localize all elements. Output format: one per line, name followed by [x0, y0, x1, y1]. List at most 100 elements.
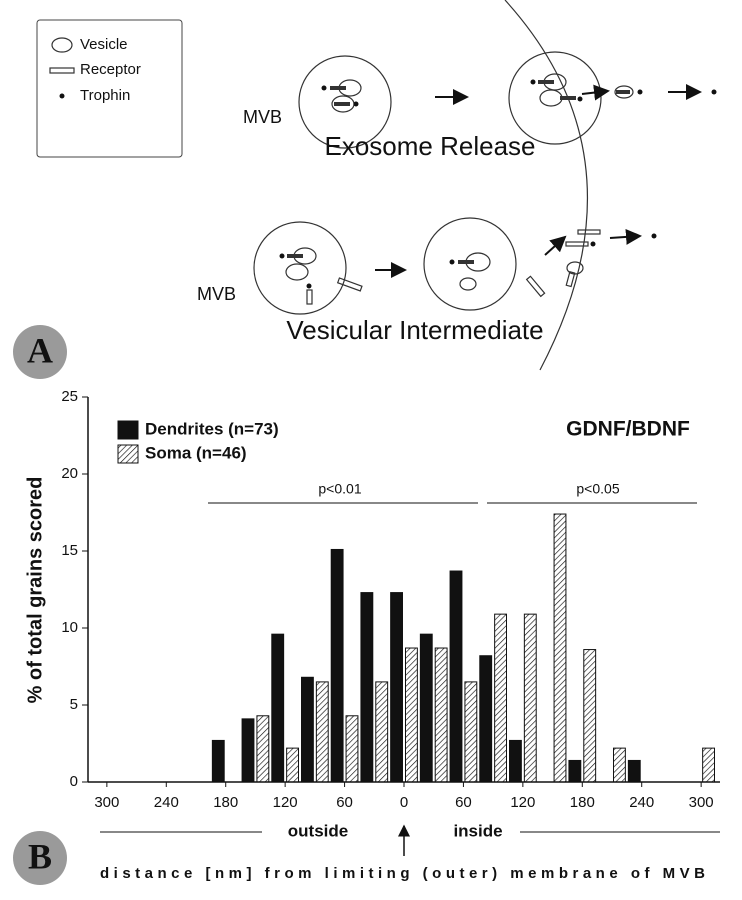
- bar: [434, 647, 448, 783]
- x-tick-label: 180: [213, 794, 238, 811]
- receptor: [577, 229, 601, 235]
- x-tick-label: 0: [400, 794, 408, 811]
- receptor-icon: [49, 67, 75, 74]
- x-axis-title: distance [nm] from limiting (outer) memb…: [100, 865, 705, 882]
- legend-receptor: Receptor: [80, 61, 141, 78]
- arrow: [609, 228, 642, 245]
- bar: [256, 715, 270, 783]
- legend-trophin: Trophin: [80, 87, 130, 104]
- vesicle: [614, 85, 634, 99]
- x-tick-label: 60: [455, 794, 472, 811]
- bar: [449, 570, 463, 783]
- mvb: [423, 217, 517, 311]
- receptor: [336, 277, 363, 292]
- vesicle: [459, 277, 477, 291]
- y-tick-label: 10: [61, 619, 78, 636]
- side-label: inside: [453, 821, 502, 840]
- diagram-title: Exosome Release: [325, 131, 536, 161]
- bar: [479, 655, 493, 783]
- x-tick-label: 300: [689, 794, 714, 811]
- mvb-label: MVB: [243, 107, 282, 127]
- chart: % of total grains scored GDNF/BDNF p<0.0…: [24, 388, 720, 882]
- panel-label: A: [27, 330, 53, 370]
- x-tick-label: 120: [510, 794, 535, 811]
- bar: [627, 759, 641, 783]
- receptor: [616, 90, 630, 94]
- bar: [271, 633, 285, 783]
- bar: [390, 592, 403, 783]
- diagram-legend-box: [36, 19, 183, 158]
- trophin: [637, 89, 643, 95]
- panel-badge: [13, 831, 67, 885]
- vesicle: [539, 89, 563, 107]
- side-label: outside: [288, 821, 348, 840]
- diagram-title: Vesicular Intermediate: [286, 315, 543, 345]
- receptor: [560, 96, 576, 100]
- trophin: [449, 259, 455, 265]
- bar: [494, 613, 507, 783]
- bar: [360, 592, 374, 783]
- x-tick-label: 60: [336, 794, 353, 811]
- bar: [286, 747, 299, 783]
- legend-label: Dendrites (n=73): [145, 419, 279, 438]
- bar: [315, 681, 329, 783]
- bar: [330, 548, 344, 783]
- cell-membrane: [504, 0, 589, 371]
- bar: [568, 759, 582, 783]
- vesicle-icon: [51, 37, 73, 53]
- receptor: [538, 80, 554, 84]
- bar: [613, 747, 626, 783]
- y-tick-label: 20: [61, 465, 78, 482]
- y-tick-label: 15: [61, 542, 78, 559]
- bar: [405, 647, 418, 783]
- x-tick-label: 300: [94, 794, 119, 811]
- panel-badge: [13, 325, 67, 379]
- trophin: [530, 79, 536, 85]
- bar: [419, 633, 433, 783]
- receptor: [525, 275, 546, 298]
- trophin: [651, 233, 657, 239]
- bar: [375, 681, 389, 783]
- y-axis-title: % of total grains scored: [24, 477, 46, 704]
- trophin: [577, 96, 583, 102]
- receptor: [330, 86, 346, 90]
- x-tick-label: 180: [570, 794, 595, 811]
- x-tick-label: 120: [273, 794, 298, 811]
- bar: [211, 739, 225, 783]
- mvb: [253, 221, 347, 315]
- bar: [553, 513, 567, 783]
- significance-label: p<0.05: [576, 481, 619, 497]
- receptor: [458, 260, 474, 264]
- x-tick-label: 240: [154, 794, 179, 811]
- x-tick-label: 240: [629, 794, 654, 811]
- bar: [345, 715, 359, 783]
- receptor: [306, 289, 313, 305]
- trophin: [711, 89, 717, 95]
- arrow: [581, 84, 610, 101]
- trophin: [306, 283, 312, 289]
- trophin: [353, 101, 359, 107]
- receptor: [565, 270, 576, 288]
- bar: [509, 739, 522, 783]
- trophin: [590, 241, 596, 247]
- annotation: GDNF/BDNF: [566, 418, 690, 441]
- bar: [241, 718, 255, 783]
- receptor: [334, 102, 350, 106]
- legend-swatch: [117, 420, 139, 440]
- trophin: [321, 85, 327, 91]
- significance-label: p<0.01: [318, 481, 361, 497]
- receptor: [287, 254, 303, 258]
- y-tick-label: 5: [70, 696, 78, 713]
- legend-vesicle: Vesicle: [80, 36, 128, 53]
- y-tick-label: 25: [61, 388, 78, 405]
- arrow: [544, 235, 567, 256]
- bar: [301, 676, 314, 783]
- bar: [702, 747, 716, 783]
- diagram: Vesicle Receptor Trophin MVB Exosome Rel…: [36, 0, 717, 371]
- panel-label: B: [28, 836, 52, 876]
- legend-label: Soma (n=46): [145, 443, 247, 462]
- bar: [464, 681, 478, 783]
- mvb: [298, 55, 392, 149]
- bar: [523, 613, 537, 783]
